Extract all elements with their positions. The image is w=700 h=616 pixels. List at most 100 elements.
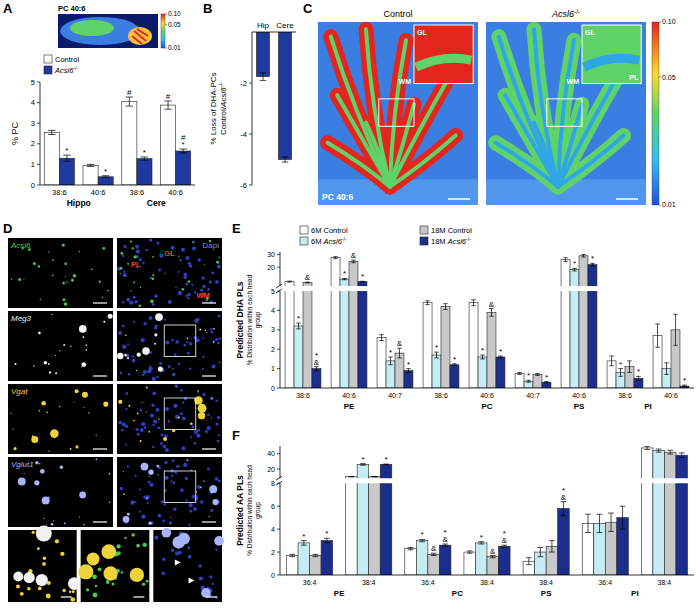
cell [211,418,212,419]
panel-letter: B [203,1,212,16]
cell [158,514,162,518]
cell [148,470,153,475]
arrowhead [189,577,195,583]
text-part: Acsl6 [219,87,228,108]
cell [108,314,113,319]
cell [133,296,136,299]
micrograph [8,384,113,454]
panel-letter: A [3,1,13,16]
cell [52,274,54,276]
cell [207,426,211,430]
error-bar [590,263,594,266]
significance: & [502,536,508,545]
category-label: 36:4 [421,579,435,586]
cell [217,265,221,269]
cell [96,435,97,436]
region-label: WM [399,78,412,85]
image-background [58,14,158,48]
cell [127,513,130,516]
cell [33,365,35,367]
cell [62,298,65,301]
x-axis [252,32,296,33]
cell [155,408,159,412]
cell [120,267,123,270]
cell [43,518,44,519]
bar [416,541,428,575]
category-label: Hip [257,21,270,30]
cell [175,384,179,388]
cell [184,397,188,401]
cell [107,290,109,292]
tick-label: 20 [267,466,275,473]
cell [178,271,180,273]
cell [118,353,120,355]
bar [287,556,299,575]
bar [558,508,570,575]
micrograph [117,238,222,308]
cell [127,263,129,265]
cell [142,373,145,376]
colorbar-label: 0.05 [662,74,676,81]
cell [162,557,166,561]
significance: & [305,273,311,282]
cell [150,413,154,417]
legend-label: Control [55,55,80,64]
cell [53,520,54,521]
category-label: 38:6 [434,392,448,399]
cell [133,321,135,323]
error-bar [609,356,613,366]
significance: & [397,339,403,348]
cell [162,571,166,575]
region-label: GL [417,29,427,36]
category-label: Cere [276,21,294,30]
cell [64,302,68,306]
cell [11,278,13,280]
tick-label: -4 [240,130,247,139]
folium [534,123,558,187]
tick-label: 40 [267,450,275,457]
cell [198,404,207,413]
tick-label: 1 [271,365,275,372]
cell [124,354,127,357]
cell [102,247,105,250]
error-bar [667,450,673,454]
cell [190,436,192,438]
cerebellum [128,27,152,45]
cell [205,330,206,331]
cell [154,326,157,329]
cell [156,465,159,468]
brain-region [70,20,114,36]
chart: 02468204036:438:436:438:438:436:438:4PEP… [235,446,694,598]
error-bar [342,278,346,279]
image-title: Acsl6-/- [551,8,580,20]
cell [146,411,147,412]
cell [152,391,156,395]
error-bar [351,260,355,263]
cell [78,564,93,579]
error-bar [126,97,134,106]
cell [128,405,130,407]
error-bar [620,506,626,529]
cell [165,341,169,345]
cell [154,333,157,336]
text-part: Acsl6 [54,66,74,75]
error-bar [360,464,366,466]
cell [43,556,46,559]
tick-label: -6 [240,181,247,190]
cell [13,572,23,582]
y-tick [249,134,252,135]
significance: * [453,355,456,364]
cell [72,590,75,593]
error-bar [478,542,484,544]
cell [23,279,24,280]
bar [298,543,310,575]
cerebellum-band [137,29,148,36]
error-bar [333,257,337,259]
cell [164,319,166,321]
significance: & [489,300,495,309]
cell [161,500,164,503]
cell [140,287,141,288]
cell [217,342,220,345]
cell [182,401,184,403]
folium [390,77,449,187]
